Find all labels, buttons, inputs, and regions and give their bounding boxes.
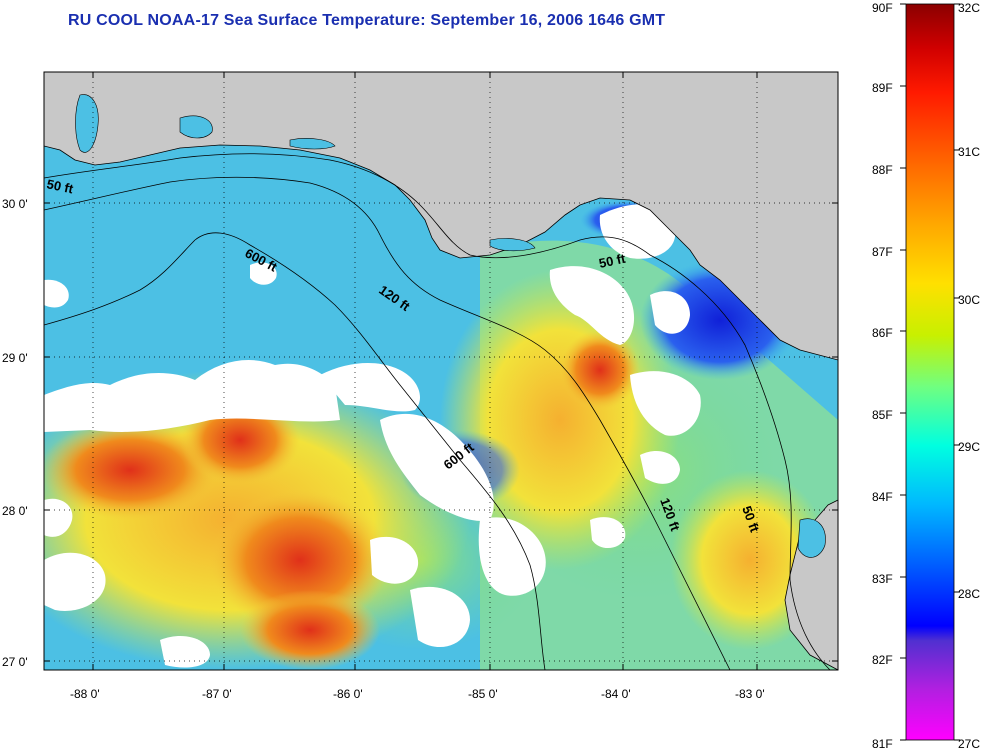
apalachicola-bay [489,238,536,252]
map-title: RU COOL NOAA-17 Sea Surface Temperature:… [68,12,666,29]
land-northern-coast [44,72,838,670]
hot-spot-4 [240,590,380,670]
lat-label-27: 27 0' [2,655,28,669]
depth-contours [44,153,831,670]
lat-label-30: 30 0' [2,197,28,211]
contour-600ft [44,232,546,670]
hot-spot-3 [210,490,390,630]
cloud-cover [44,74,701,668]
lon-label-87: -87 0' [202,687,232,701]
lon-label-85: -85 0' [468,687,498,701]
contour-label-50ft-west: 50 ft [45,176,75,196]
hot-spot-1 [44,420,220,520]
choctawhatchee-bay [289,138,336,150]
hot-spot-5 [560,330,640,410]
lon-label-88: -88 0' [70,687,100,701]
lon-label-83: -83 0' [735,687,765,701]
tampa-bay [797,518,826,558]
contour-50ft [44,153,831,670]
contour-label-50ft-east: 50 ft [598,251,628,271]
lon-label-84: -84 0' [601,687,631,701]
contour-120ft [44,176,731,670]
lat-label-29: 29 0' [2,351,28,365]
mobile-bay [75,94,99,153]
lat-label-28: 28 0' [2,504,28,518]
map-frame [43,71,839,671]
lon-label-86: -86 0' [333,687,363,701]
pensacola-bay [179,115,213,139]
tick-marks [44,72,838,670]
